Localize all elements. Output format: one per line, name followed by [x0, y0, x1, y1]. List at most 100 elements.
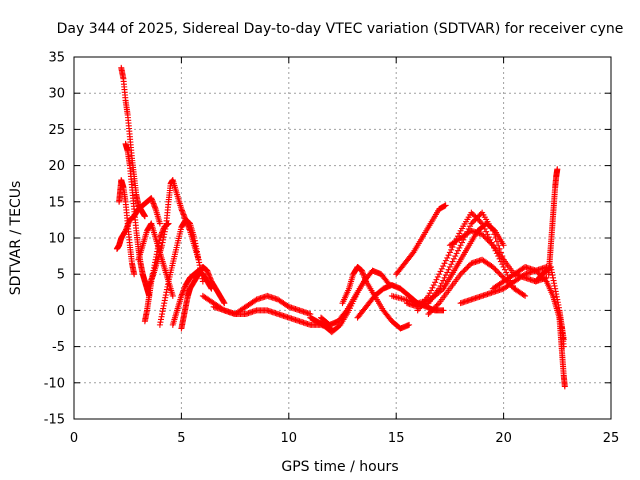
plot-frame: [73, 56, 612, 420]
data-point: [479, 231, 486, 238]
data-point: [457, 271, 464, 278]
data-point: [445, 252, 452, 259]
data-point: [426, 309, 433, 316]
data-point: [493, 238, 500, 245]
data-point: [169, 292, 176, 299]
x-tick-label: 0: [70, 431, 78, 446]
data-point: [445, 266, 452, 273]
data-point: [441, 260, 448, 267]
data-series: [318, 267, 393, 328]
data-point: [440, 277, 447, 284]
data-point: [425, 311, 432, 318]
data-point: [484, 231, 491, 238]
data-series: [532, 263, 567, 350]
data-point: [429, 306, 436, 313]
data-point: [463, 265, 470, 272]
data-point: [476, 217, 483, 224]
data-point: [442, 257, 449, 264]
data-point: [492, 235, 499, 241]
data-point: [430, 282, 437, 289]
data-point: [444, 254, 451, 261]
data-point: [495, 242, 502, 249]
data-point: [433, 276, 440, 283]
x-tick-label: 15: [388, 431, 405, 446]
data-point: [429, 284, 436, 291]
data-point: [409, 250, 416, 257]
x-tick-label: 10: [281, 431, 298, 446]
data-point: [497, 272, 504, 279]
y-tick-label: -5: [52, 340, 65, 355]
data-point: [456, 244, 463, 251]
data-point: [432, 279, 439, 286]
data-point: [480, 223, 487, 230]
data-point: [141, 213, 148, 220]
data-point: [450, 255, 457, 262]
data-point: [444, 269, 451, 276]
data-point: [493, 268, 500, 275]
data-point: [554, 166, 561, 173]
data-point: [425, 292, 432, 299]
data-point: [501, 266, 508, 273]
data-point: [434, 301, 441, 308]
data-point: [500, 242, 507, 249]
data-point: [131, 271, 138, 278]
data-series: [116, 177, 138, 278]
data-point: [446, 263, 453, 270]
data-point: [436, 285, 443, 292]
axes: 0 5 10 15 20 25 -15 -10 -5 0 5 10 15 20 25 30 35: [44, 51, 620, 447]
data-series: [425, 256, 529, 318]
x-tick-label: 25: [603, 431, 620, 446]
data-point: [433, 302, 440, 309]
y-tick-label: 5: [57, 268, 65, 283]
data-point: [448, 246, 455, 253]
data-point: [342, 308, 349, 315]
data-point: [426, 290, 433, 297]
data-series: [556, 314, 568, 390]
data-point: [522, 292, 529, 299]
data-point: [483, 228, 490, 235]
data-point: [284, 302, 291, 309]
data-point: [477, 211, 484, 218]
data-point: [561, 383, 568, 390]
data-point: [534, 268, 541, 275]
chart-title: Day 344 of 2025, Sidereal Day-to-day VTE…: [57, 21, 624, 37]
x-tick-label: 5: [177, 431, 185, 446]
data-point: [446, 249, 453, 256]
data-point: [452, 253, 459, 260]
data-point: [440, 307, 447, 314]
data-point: [491, 265, 498, 272]
data-point: [428, 287, 435, 294]
y-tick-label: 10: [48, 232, 65, 247]
data-point: [458, 239, 465, 246]
data-point: [437, 282, 444, 289]
data-point: [499, 261, 506, 268]
data-point: [484, 236, 491, 243]
data-point: [477, 219, 484, 226]
y-tick-label: 30: [48, 87, 65, 102]
data-point: [483, 235, 490, 242]
y-tick-label: -15: [44, 413, 65, 428]
data-point: [469, 219, 476, 226]
data-points: [113, 64, 568, 390]
data-point: [449, 258, 456, 265]
data-series: [210, 303, 335, 332]
data-point: [492, 266, 499, 273]
data-series: [393, 202, 449, 278]
data-point: [458, 269, 465, 276]
data-point: [428, 308, 435, 315]
data-point: [487, 239, 494, 246]
y-tick-label: 25: [48, 123, 65, 138]
data-point: [464, 264, 471, 271]
data-point: [456, 230, 463, 237]
data-point: [457, 242, 464, 249]
data-series: [113, 195, 163, 252]
data-point: [479, 220, 486, 227]
data-point: [481, 234, 488, 241]
data-point: [542, 277, 549, 284]
data-point: [489, 227, 496, 234]
x-axis-label: GPS time / hours: [281, 459, 398, 475]
y-tick-label: 35: [48, 51, 65, 66]
data-series: [545, 166, 561, 278]
data-point: [442, 202, 449, 209]
data-point: [503, 269, 510, 276]
